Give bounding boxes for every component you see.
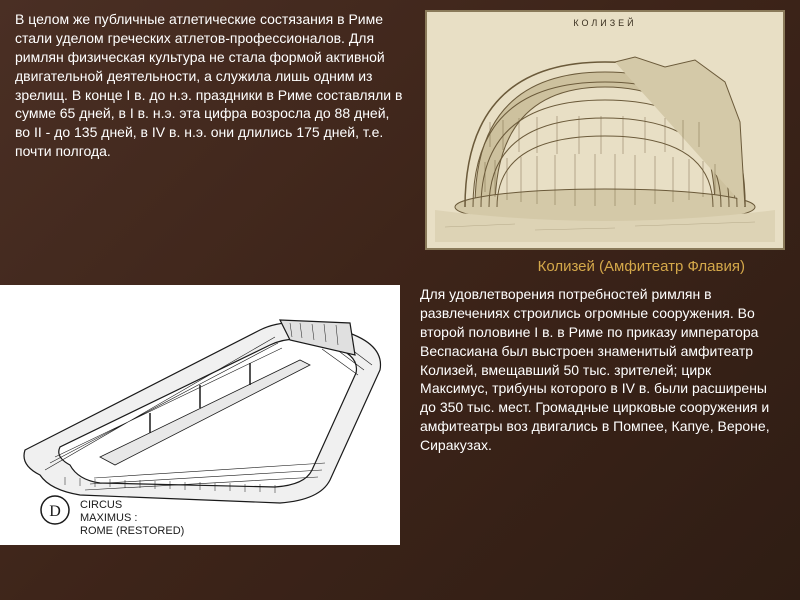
circus-label-2: MAXIMUS : [80,512,137,524]
circus-letter: D [49,503,61,520]
circus-label-3: ROME (RESTORED) [80,525,184,537]
engraving-title: КОЛИЗЕЙ [573,18,636,28]
colosseum-engraving [435,32,775,242]
top-paragraph: В целом же публичные атлетические состяз… [15,10,405,250]
circus-maximus-illustration: D CIRCUS MAXIMUS : ROME (RESTORED) [0,285,400,545]
bottom-paragraph: Для удовлетворения потребностей римлян в… [420,285,785,545]
colosseum-caption: Колизей (Амфитеатр Флавия) [0,258,770,275]
colosseum-engraving-frame: КОЛИЗЕЙ [425,10,785,250]
circus-label-1: CIRCUS [80,499,122,511]
